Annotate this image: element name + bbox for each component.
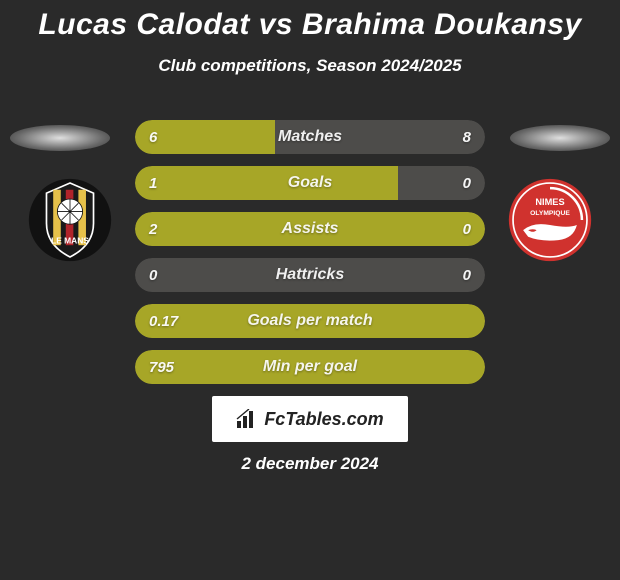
stat-label: Goals (135, 166, 485, 200)
stat-row: 00Hattricks (135, 258, 485, 292)
stats-bars-container: 68Matches 10Goals 20Assists 00Hattricks 0.17… (135, 120, 485, 396)
brand-text: FcTables.com (264, 409, 383, 430)
nimes-badge-icon: NIMES OLYMPIQUE (508, 178, 592, 262)
left-team-badge: LE MANS (28, 178, 112, 262)
footer-date: 2 december 2024 (0, 454, 620, 474)
stat-row: 68Matches (135, 120, 485, 154)
stat-row: 10Goals (135, 166, 485, 200)
le-mans-badge-icon: LE MANS (28, 178, 112, 262)
right-ellipse-glow (510, 125, 610, 151)
right-team-badge: NIMES OLYMPIQUE (508, 178, 592, 262)
stat-label: Matches (135, 120, 485, 154)
svg-text:OLYMPIQUE: OLYMPIQUE (530, 210, 570, 217)
brand-chart-icon (236, 409, 258, 429)
left-ellipse-glow (10, 125, 110, 151)
page-title: Lucas Calodat vs Brahima Doukansy (0, 0, 620, 42)
svg-text:NIMES: NIMES (535, 197, 564, 207)
stat-row: 20Assists (135, 212, 485, 246)
svg-text:LE MANS: LE MANS (51, 236, 89, 246)
subtitle: Club competitions, Season 2024/2025 (0, 56, 620, 76)
stat-label: Assists (135, 212, 485, 246)
stat-label: Min per goal (135, 350, 485, 384)
stat-label: Hattricks (135, 258, 485, 292)
stat-label: Goals per match (135, 304, 485, 338)
stat-row: 0.17Goals per match (135, 304, 485, 338)
stat-row: 795Min per goal (135, 350, 485, 384)
brand-badge: FcTables.com (212, 396, 408, 442)
